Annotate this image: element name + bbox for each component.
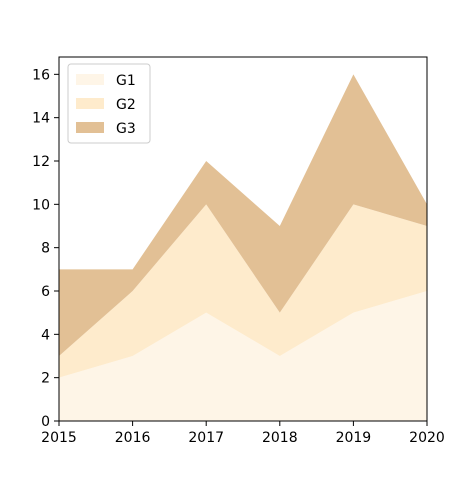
y-tick-label: 12 <box>32 154 50 170</box>
legend-label-g2: G2 <box>116 97 136 113</box>
x-tick-label: 2015 <box>41 430 77 446</box>
y-tick-label: 10 <box>32 197 50 213</box>
areas-layer <box>59 74 427 421</box>
legend: G1 G2 G3 <box>67 63 151 144</box>
plot-frame <box>58 56 428 422</box>
legend-label-g1: G1 <box>116 73 136 89</box>
x-tick-label: 2017 <box>188 430 224 446</box>
y-tick-label: 2 <box>41 371 50 387</box>
area-series-g3 <box>59 74 427 356</box>
y-tick-label: 8 <box>41 241 50 257</box>
legend-label-g3: G3 <box>116 121 136 137</box>
legend-swatch-g2 <box>76 98 104 109</box>
y-axis: 0 2 4 6 8 10 12 14 16 <box>32 67 59 430</box>
x-tick-label: 2018 <box>262 430 298 446</box>
y-tick-label: 0 <box>41 414 50 430</box>
x-axis: 2015 2016 2017 2018 2019 2020 <box>41 421 445 446</box>
legend-swatch-g1 <box>76 74 104 85</box>
area-series-g2 <box>59 204 427 378</box>
x-tick-label: 2019 <box>336 430 372 446</box>
y-tick-label: 14 <box>32 111 50 127</box>
legend-swatch-g3 <box>76 122 104 133</box>
area-series-g1 <box>59 291 427 421</box>
y-tick-label: 4 <box>41 327 50 343</box>
x-tick-label: 2020 <box>409 430 445 446</box>
x-tick-label: 2016 <box>115 430 151 446</box>
y-tick-label: 6 <box>41 284 50 300</box>
y-tick-label: 16 <box>32 67 50 83</box>
